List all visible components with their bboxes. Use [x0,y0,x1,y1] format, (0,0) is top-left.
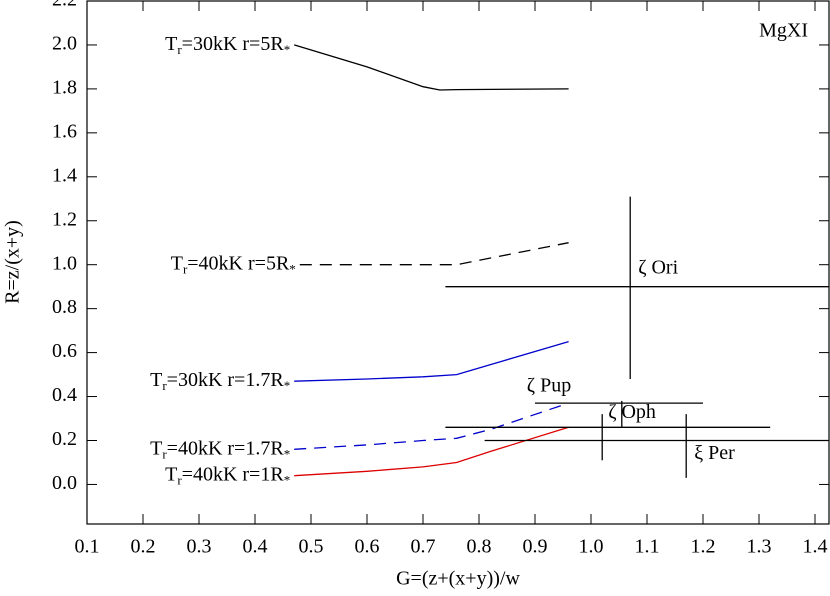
series-label-part: r [177,42,182,57]
series-label-part: r [183,262,188,277]
series-label-part: * [284,378,291,393]
y-tick-label: 2.2 [52,0,77,11]
series-label-part: =40kK r=1R [182,463,285,485]
series-label: Tr=30kK r=5R* [165,33,290,57]
y-tick-label: 0.0 [52,472,77,494]
series-label: Tr=30kK r=1.7R* [150,369,290,393]
star-label: ζ Pup [527,375,571,397]
y-tick-label: 1.2 [52,208,77,230]
series-label-part: T [171,252,183,274]
star-label: ξ Per [694,442,735,464]
series-line [299,242,569,266]
x-tick-label: 0.4 [243,536,268,558]
x-tick-label: 0.9 [523,536,548,558]
y-axis-title: R=z/(x+y) [2,220,24,304]
annotation: MgXI [759,20,808,42]
series-label: Tr=40kK r=1.7R* [150,437,290,461]
x-tick-label: 0.5 [299,536,324,558]
x-tick-label: 0.2 [131,536,156,558]
series-line [294,426,569,477]
x-tick-label: 0.1 [75,536,100,558]
y-tick-label: 0.8 [52,296,77,318]
y-tick-label: 1.8 [52,76,77,98]
star-label: ζ Oph [608,401,656,423]
series-label-part: T [150,369,162,391]
y-tick-label: 0.6 [52,340,77,362]
series-line [294,402,569,450]
y-tick-label: 0.4 [52,384,77,406]
star-label: ζ Ori [638,256,678,278]
series-label: Tr=40kK r=1R* [165,463,290,487]
x-tick-label: 1.4 [803,536,828,558]
series-label-part: =40kK r=5R [187,252,290,274]
x-tick-label: 1.0 [579,536,604,558]
y-tick-label: 1.0 [52,252,77,274]
series-label-part: =40kK r=1.7R [167,437,285,459]
series-label-part: * [284,42,291,57]
series-label-part: T [165,463,177,485]
series-label: Tr=40kK r=5R* [171,252,296,276]
series-label-part: r [177,473,182,488]
series-line [294,44,569,91]
series-label-part: =30kK r=5R [182,33,285,55]
series-label-part: r [162,378,167,393]
x-tick-label: 1.2 [691,536,716,558]
series-label-part: T [150,437,162,459]
x-tick-label: 0.7 [411,536,436,558]
x-tick-label: 0.6 [355,536,380,558]
x-tick-label: 1.1 [635,536,660,558]
series-label-part: * [284,446,291,461]
y-tick-label: 0.2 [52,428,77,450]
series-label-part: r [162,446,167,461]
x-tick-label: 0.3 [187,536,212,558]
series-label-part: =30kK r=1.7R [167,369,285,391]
series-line [294,340,569,382]
plot-frame [86,0,830,525]
y-tick-label: 1.6 [52,120,77,142]
x-axis-title: G=(z+(x+y))/w [396,568,520,590]
y-tick-label: 2.0 [52,33,77,55]
y-tick-label: 1.4 [52,164,77,186]
series-label-part: * [284,473,291,488]
x-tick-label: 0.8 [467,536,492,558]
series-label-part: T [165,33,177,55]
series-label-part: * [289,262,296,277]
x-tick-label: 1.3 [747,536,772,558]
